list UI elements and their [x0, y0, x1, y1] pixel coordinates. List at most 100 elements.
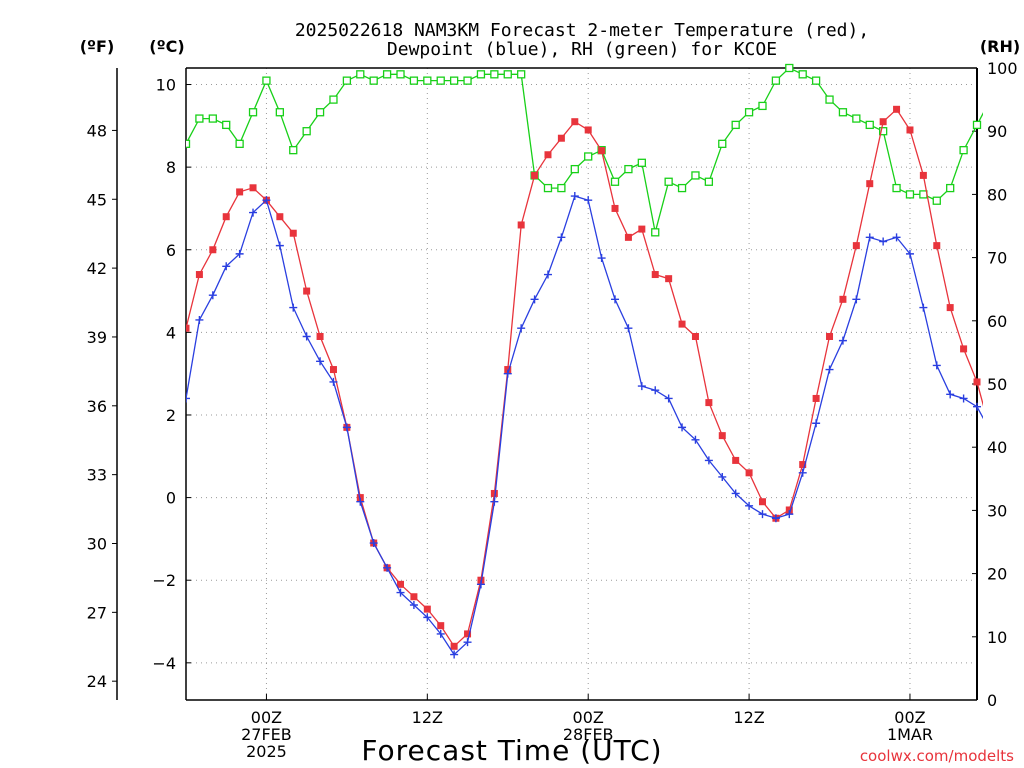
celsius-tick-label: 2: [166, 406, 176, 425]
rh-point: [771, 76, 781, 85]
x-tick-label: 2025: [246, 742, 287, 761]
dewpoint-point: [758, 510, 767, 519]
dewpoint-point: [838, 336, 847, 345]
dewpoint-point: [731, 489, 740, 498]
dewpoint-point: [637, 382, 646, 391]
temperature-point: [571, 118, 579, 126]
dewpoint-point: [919, 303, 928, 312]
rh-point: [744, 108, 754, 117]
rh-point: [731, 120, 740, 130]
dewpoint-point: [745, 501, 754, 510]
rh-series: [186, 63, 994, 237]
rh-point: [610, 177, 620, 186]
rh-tick-label: 10: [987, 628, 1007, 647]
temperature-point: [946, 304, 954, 312]
dewpoint-point: [905, 249, 914, 258]
temperature-point: [186, 324, 190, 332]
dewpoint-point: [396, 588, 405, 597]
dewpoint-point: [584, 196, 593, 205]
celsius-tick-label: 6: [166, 241, 176, 260]
rh-point: [436, 76, 445, 85]
temperature-point: [812, 394, 820, 402]
temperature-point: [316, 332, 324, 340]
rh-point: [208, 114, 217, 123]
celsius-tick-label: 8: [166, 158, 176, 177]
temperature-point: [410, 593, 418, 601]
data-series: [186, 63, 994, 659]
temperature-point: [691, 332, 699, 340]
temperature-point: [973, 378, 981, 386]
x-tick-label: 00Z: [894, 708, 925, 727]
website-credit: coolwx.com/modelts: [860, 747, 1014, 765]
rh-point: [905, 190, 915, 199]
temperature-point: [490, 489, 498, 497]
dewpoint-series: [186, 192, 983, 659]
dewpoint-point: [718, 472, 727, 481]
dewpoint-point: [664, 394, 673, 403]
rh-point: [382, 70, 392, 79]
temperature-point: [624, 233, 632, 241]
rh-point: [302, 127, 311, 136]
rh-point: [987, 96, 994, 103]
rh-point: [852, 114, 861, 123]
x-tick-label: 12Z: [412, 708, 443, 727]
dewpoint-point: [262, 196, 271, 205]
temperature-point: [517, 221, 525, 229]
temperature-point: [651, 271, 659, 279]
rh-tick-label: 80: [987, 185, 1007, 204]
temperature-point: [397, 580, 405, 588]
dewpoint-point: [624, 324, 633, 333]
temperature-point: [222, 213, 230, 221]
rh-point: [879, 127, 888, 136]
temperature-point: [879, 118, 887, 126]
temperature-point: [356, 494, 364, 502]
dewpoint-point: [275, 241, 284, 250]
dewpoint-line: [186, 195, 983, 656]
rh-tick-label: 100: [987, 59, 1018, 78]
rh-point: [972, 120, 982, 130]
dewpoint-point: [342, 423, 351, 432]
temperature-point: [437, 622, 445, 630]
rh-point: [517, 70, 526, 79]
temperature-point: [799, 461, 807, 469]
rh-point: [677, 183, 687, 193]
dewpoint-point: [195, 315, 204, 324]
temperature-point: [544, 151, 552, 159]
temperature-point: [584, 126, 592, 134]
temperature-point: [195, 271, 203, 279]
temperature-point: [276, 213, 284, 221]
rh-tick-label: 70: [987, 249, 1007, 268]
temperature-point: [732, 456, 740, 464]
rh-point: [865, 120, 874, 130]
rh-tick-label: 60: [987, 312, 1007, 331]
temperature-point: [209, 246, 217, 254]
dewpoint-point: [892, 233, 901, 242]
temperature-point: [329, 366, 337, 374]
rh-point: [584, 152, 593, 161]
dewpoint-point: [973, 402, 981, 411]
rh-point: [758, 101, 767, 111]
dewpoint-point: [543, 270, 552, 279]
rh-point: [892, 183, 901, 193]
rh-unit-label: (RH): [980, 37, 1020, 56]
rh-tick-label: 40: [987, 438, 1007, 457]
rh-point: [637, 158, 646, 167]
temperature-point: [598, 147, 606, 155]
fahrenheit-tick-label: 24: [87, 672, 107, 691]
x-tick-label: 1MAR: [887, 725, 933, 744]
rh-point: [959, 146, 968, 155]
rh-point: [262, 76, 271, 85]
dewpoint-point: [316, 357, 325, 366]
dewpoint-point: [946, 390, 955, 399]
temperature-point: [450, 642, 458, 650]
celsius-tick-label: 10: [156, 76, 176, 95]
rh-point: [932, 196, 941, 205]
temperature-line: [186, 108, 983, 648]
rh-point: [785, 63, 794, 73]
dewpoint-point: [530, 295, 539, 304]
dewpoint-point: [186, 394, 190, 403]
dewpoint-point: [289, 303, 298, 312]
rh-point: [289, 146, 298, 155]
rh-point: [463, 76, 472, 85]
